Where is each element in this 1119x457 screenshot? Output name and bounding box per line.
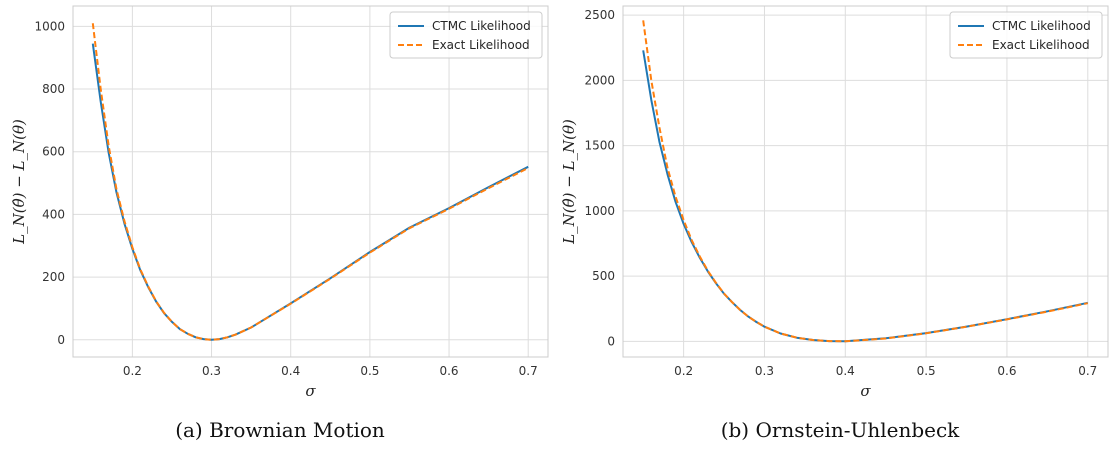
series-line-ctmc	[642, 50, 1089, 343]
chart-ornstein-uhlenbeck: 0.2 0.3 0.4 0.5 0.6 0.7 0 500 1000 1500 2000 2500 σ L…	[560, 5, 1109, 400]
x-tick-label: 0.5	[917, 364, 936, 378]
x-tick-label: 0.4	[836, 364, 855, 378]
y-tick-label: 200	[42, 270, 65, 284]
x-tick-label: 0.2	[674, 364, 693, 378]
y-tick-label: 1000	[584, 204, 615, 218]
y-tick-label: 2000	[584, 73, 615, 87]
x-tick-label: 0.3	[755, 364, 774, 378]
caption-ornstein-uhlenbeck: (b) Ornstein-Uhlenbeck	[720, 418, 960, 442]
x-axis-label: σ	[860, 382, 871, 400]
x-tick-label: 0.3	[202, 364, 221, 378]
plot-frame	[622, 5, 1109, 358]
legend-label-exact: Exact Likelihood	[992, 38, 1090, 52]
y-tick-label: 0	[57, 333, 65, 347]
y-tick-label: 2500	[584, 8, 615, 22]
x-tick-label: 0.6	[997, 364, 1016, 378]
x-tick-label: 0.4	[281, 364, 300, 378]
chart-brownian-motion: 0.2 0.3 0.4 0.5 0.6 0.7 0 200 400 600 800 1000 σ L_N(…	[10, 5, 549, 400]
y-tick-label: 0	[607, 334, 615, 348]
y-tick-label: 1000	[34, 19, 65, 33]
x-tick-label: 0.7	[1078, 364, 1097, 378]
y-tick-label: 800	[42, 82, 65, 96]
y-axis-label: L_N(θ̂) − L_N(θ)	[560, 119, 578, 245]
legend-label-ctmc: CTMC Likelihood	[992, 19, 1091, 33]
y-tick-label: 1500	[584, 139, 615, 153]
x-axis-label: σ	[305, 382, 316, 400]
legend: CTMC Likelihood Exact Likelihood	[949, 11, 1103, 59]
legend-box	[949, 11, 1103, 59]
y-tick-label: 600	[42, 145, 65, 159]
y-tick-label: 400	[42, 207, 65, 221]
x-tick-label: 0.2	[123, 364, 142, 378]
series-line-exact	[642, 20, 1089, 343]
legend-label-ctmc: CTMC Likelihood	[432, 19, 531, 33]
y-axis-label: L_N(θ̂) − L_N(θ)	[10, 119, 28, 245]
legend-label-exact: Exact Likelihood	[432, 38, 530, 52]
series-line-ctmc	[91, 43, 529, 341]
caption-brownian-motion: (a) Brownian Motion	[175, 418, 385, 442]
chart-panel-ornstein: 0.2 0.3 0.4 0.5 0.6 0.7 0 500 1000 1500 2000 2500 σ L…	[560, 0, 1119, 457]
legend: CTMC Likelihood Exact Likelihood	[389, 11, 543, 59]
legend-box	[389, 11, 543, 59]
x-tick-label: 0.6	[439, 364, 458, 378]
x-tick-label: 0.7	[519, 364, 538, 378]
plot-frame	[72, 5, 549, 358]
chart-panel-brownian: 0.2 0.3 0.4 0.5 0.6 0.7 0 200 400 600 800 1000 σ L_N(…	[10, 5, 549, 442]
series-line-exact	[91, 23, 529, 341]
y-tick-label: 500	[592, 269, 615, 283]
x-tick-label: 0.5	[360, 364, 379, 378]
